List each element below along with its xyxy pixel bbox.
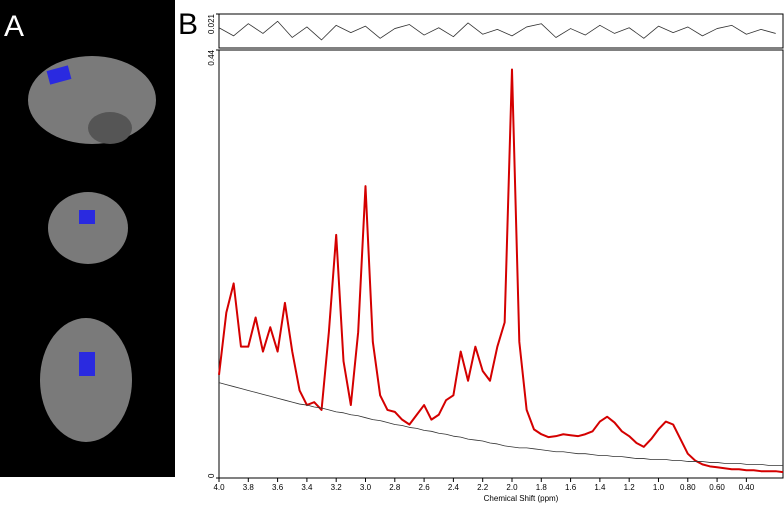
series-line [218, 68, 784, 474]
x-tick-label: 1.4 [594, 483, 606, 492]
panel-label: B [178, 8, 198, 41]
x-tick-label: 3.6 [272, 483, 284, 492]
panel-label: A [4, 10, 24, 43]
x-tick-label: 1.0 [653, 483, 665, 492]
x-tick-label: 4.0 [213, 483, 225, 492]
x-axis-label: Chemical Shift (ppm) [484, 494, 559, 503]
y-tick-label: 0.44 [207, 49, 216, 65]
x-tick-label: 1.2 [624, 483, 636, 492]
x-tick-label: 0.40 [739, 483, 755, 492]
voxel [79, 352, 95, 376]
x-tick-label: 3.4 [301, 483, 313, 492]
x-tick-label: 0.60 [709, 483, 725, 492]
coronal-brain [48, 192, 128, 264]
x-tick-label: 1.8 [536, 483, 548, 492]
x-tick-label: 2.2 [477, 483, 489, 492]
x-tick-label: 2.0 [506, 483, 518, 492]
x-tick-label: 3.0 [360, 483, 372, 492]
series-line [218, 20, 776, 41]
panel-a: A [0, 0, 175, 477]
x-tick-label: 3.8 [243, 483, 255, 492]
x-tick-label: 1.6 [565, 483, 577, 492]
x-tick-label: 2.4 [448, 483, 460, 492]
voxel [79, 210, 95, 224]
x-tick-label: 0.80 [680, 483, 696, 492]
axial-brain [40, 318, 132, 442]
voxel [46, 65, 72, 85]
series-line [218, 382, 783, 466]
y-tick-label: 0 [207, 473, 216, 478]
y-tick-label: 0.021 [207, 13, 216, 34]
cerebellum [88, 112, 132, 144]
plot-frame [218, 13, 784, 49]
x-tick-label: 2.6 [419, 483, 431, 492]
x-tick-label: 2.8 [389, 483, 401, 492]
x-tick-label: 3.2 [331, 483, 343, 492]
plot-frame [218, 49, 784, 479]
